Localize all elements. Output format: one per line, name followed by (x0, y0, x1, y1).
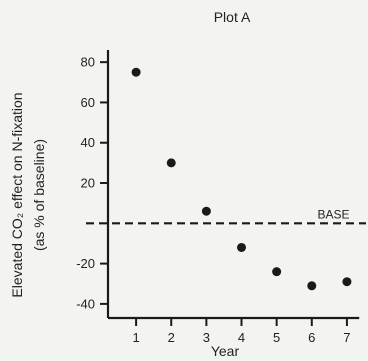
y-tick-label: -20 (76, 256, 95, 271)
chart-title: Plot A (214, 9, 251, 25)
x-tick-label: 3 (203, 330, 210, 345)
y-tick-label: 20 (81, 176, 95, 191)
x-tick-label: 7 (343, 330, 350, 345)
data-point (307, 281, 317, 291)
y-axis-label: Elevated CO₂ effect on N-fixation (as % … (9, 92, 47, 297)
data-point (201, 206, 211, 216)
y-axis-label-line1: Elevated CO₂ effect on N-fixation (9, 92, 25, 297)
y-tick-label: -40 (76, 296, 95, 311)
y-tick-label: 40 (81, 135, 95, 150)
x-tick-label: 4 (238, 330, 245, 345)
baseline-label: BASE (318, 207, 350, 221)
data-point (272, 267, 282, 277)
x-tick-label: 5 (273, 330, 280, 345)
x-tick-label: 1 (132, 330, 139, 345)
data-point (166, 158, 176, 168)
data-points (131, 67, 352, 291)
data-point (237, 242, 247, 252)
x-axis-label: Year (211, 343, 240, 359)
data-point (342, 277, 352, 287)
x-tick-label: 6 (308, 330, 315, 345)
y-ticks: 80 60 40 20 -20 -40 (76, 55, 108, 311)
y-tick-label: 80 (81, 55, 95, 70)
data-point (131, 67, 141, 77)
y-tick-label: 60 (81, 95, 95, 110)
x-tick-label: 2 (168, 330, 175, 345)
y-axis-label-line2: (as % of baseline) (31, 139, 47, 251)
x-ticks: 1 2 3 4 5 6 7 (132, 318, 351, 345)
